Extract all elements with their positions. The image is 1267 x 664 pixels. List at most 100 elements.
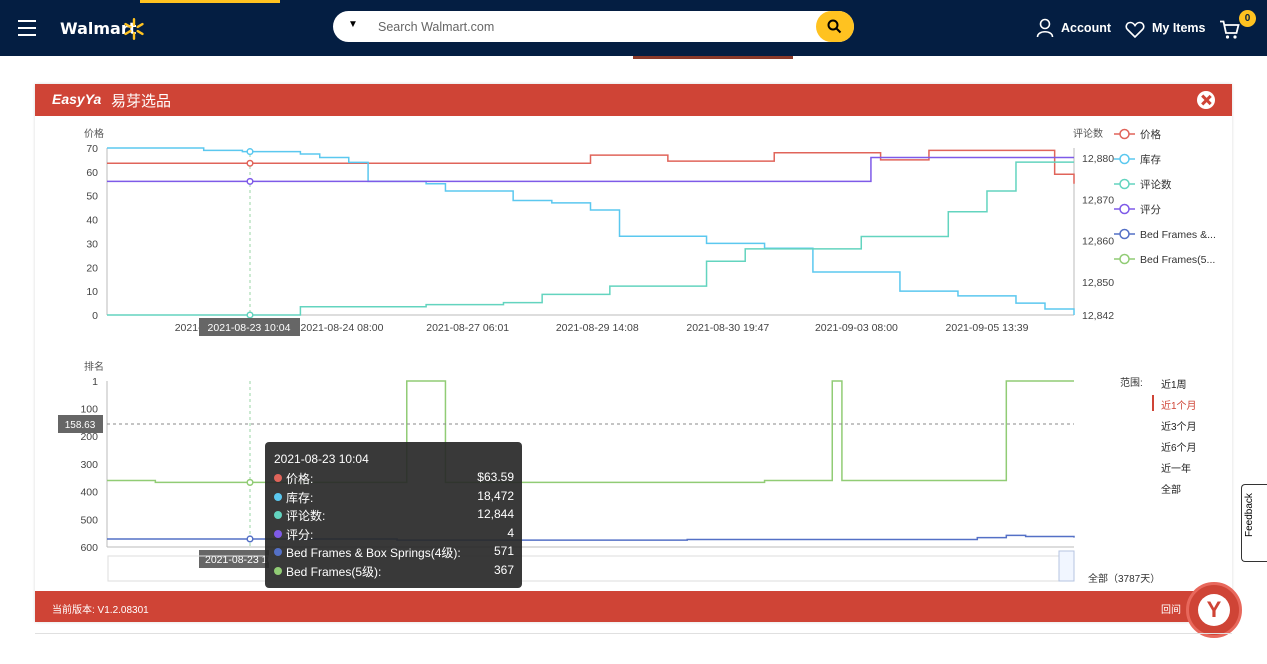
- version-text: 当前版本: V1.2.08301: [52, 605, 149, 616]
- cart-icon[interactable]: [1219, 20, 1241, 40]
- search-button[interactable]: [816, 11, 854, 42]
- rank-y-tick: 300: [80, 459, 98, 471]
- rank-chart: 排名 1 100 200 300 400 500 600 158.63 2021-08-23…: [58, 360, 1075, 582]
- range-label: 范围:: [1120, 378, 1143, 389]
- tooltip-row: 价格: $63.59: [274, 470, 514, 486]
- tooltip-series-name: Bed Frames & Box Springs(4级):: [286, 546, 461, 560]
- easyya-float-button[interactable]: Y: [1186, 582, 1242, 638]
- rank-y-tick: 500: [80, 514, 98, 526]
- rank-y-tick: 200: [80, 431, 98, 443]
- legend-marker[interactable]: [1119, 253, 1130, 265]
- easyya-logo: EasyYa: [52, 91, 102, 107]
- range-option-6-months[interactable]: 近6个月: [1161, 443, 1197, 454]
- legend-item[interactable]: 价格: [1140, 128, 1162, 141]
- rank-x-pointer-label-bg: [199, 550, 269, 568]
- x-tick-label: 2021-08-27 06:01: [426, 322, 509, 334]
- tooltip-title: 2021-08-23 10:04: [274, 452, 369, 466]
- header-accent-bar: [140, 0, 280, 3]
- tooltip-series-name: Bed Frames(5级):: [286, 564, 382, 579]
- tooltip-color-dot: [274, 474, 282, 482]
- tooltip-series-value: 4: [507, 525, 514, 540]
- x-tick-label: 2021-09-05 13:39: [946, 322, 1029, 334]
- tooltip-series-name: 评分:: [286, 527, 314, 542]
- back-to-top-link[interactable]: 回间: [1161, 605, 1181, 616]
- tooltip-color-dot: [274, 548, 282, 556]
- tooltip-series-name: 价格:: [286, 472, 314, 486]
- y-tick-left: 50: [86, 191, 98, 203]
- tooltip-row: 库存: 18,472: [274, 489, 514, 505]
- account-icon[interactable]: [1036, 18, 1054, 38]
- legend-item[interactable]: 评论数: [1140, 178, 1172, 191]
- walmart-logo[interactable]: Walmart: [60, 19, 137, 38]
- easyya-panel: EasyYa 易芽选品 当前版本: V1.2.08301 回间: [35, 84, 1232, 622]
- legend-marker[interactable]: [1119, 153, 1130, 165]
- y-tick-left: 10: [86, 286, 98, 298]
- easyya-logo-cn: 易芽选品: [111, 93, 172, 110]
- y-axis-label-left: 价格: [84, 127, 104, 140]
- data-zoom-handle[interactable]: [1058, 550, 1075, 582]
- legend-marker[interactable]: [1119, 228, 1130, 240]
- y-tick-right: 12,850: [1082, 277, 1114, 289]
- page-content-peek: [633, 56, 793, 59]
- rank-pointer-dot: [246, 535, 254, 543]
- tooltip-row: 评论数: 12,844: [274, 507, 514, 523]
- rating-line: [107, 156, 1074, 183]
- y-tick-left: 60: [86, 167, 98, 179]
- tooltip-series-value: 12,844: [477, 507, 514, 521]
- menu-icon[interactable]: [18, 20, 36, 36]
- tooltip-color-dot: [274, 511, 282, 519]
- x-tick-label: 2021-08-29 14:08: [556, 322, 639, 334]
- range-option-3-months[interactable]: 近3个月: [1161, 422, 1197, 433]
- rank-y-tick: 1: [92, 376, 98, 388]
- legend-item[interactable]: Bed Frames &...: [1140, 229, 1216, 241]
- pointer-dot: [246, 177, 254, 185]
- reviews-line: [107, 161, 1074, 316]
- tooltip-color-dot: [274, 492, 282, 501]
- price-stock-chart: 价格 评论数 0 10 20 30 40 50 60 70 12,842 12,850 12,86…: [84, 127, 1216, 336]
- rank-y-tick: 400: [80, 487, 98, 499]
- pointer-dot: [246, 148, 254, 156]
- y-pointer-label-bg: [58, 415, 103, 433]
- easyya-y-icon: Y: [1198, 594, 1230, 626]
- legend-item[interactable]: 库存: [1140, 153, 1162, 166]
- rank-pointer-dot: [246, 478, 254, 486]
- legend-marker[interactable]: [1119, 128, 1130, 140]
- close-icon[interactable]: [1197, 91, 1215, 109]
- y-tick-left: 20: [86, 262, 98, 274]
- my-items-link[interactable]: My Items: [1152, 21, 1206, 35]
- account-link[interactable]: Account: [1061, 21, 1111, 35]
- panel-header: EasyYa 易芽选品: [35, 84, 1232, 116]
- x-pointer-label-bg: [199, 318, 300, 336]
- x-tick-label: 2021-09-03 08:00: [815, 322, 898, 334]
- spark-icon: [124, 18, 144, 40]
- range-option-all[interactable]: 全部: [1161, 485, 1181, 496]
- legend-marker[interactable]: [1119, 178, 1130, 190]
- pointer-dot: [246, 159, 254, 167]
- tooltip-series-name: 评论数:: [286, 509, 326, 523]
- feedback-tab[interactable]: Feedback: [1241, 484, 1267, 562]
- legend-marker[interactable]: [1119, 203, 1130, 215]
- department-dropdown-icon[interactable]: ▼: [348, 19, 358, 30]
- heart-icon[interactable]: [1125, 21, 1145, 38]
- legend-item[interactable]: 评分: [1140, 204, 1162, 216]
- y-tick-left: 40: [86, 215, 98, 227]
- tooltip-series-name: 库存:: [286, 490, 314, 505]
- x-tick-label: 2021-08-30 19:47: [686, 322, 769, 334]
- range-option-1-month[interactable]: 近1个月: [1161, 401, 1197, 412]
- tooltip-color-dot: [274, 529, 282, 538]
- rank-y-label: 排名: [84, 360, 104, 373]
- y-tick-left: 0: [92, 310, 98, 322]
- y-tick-left: 30: [86, 238, 98, 250]
- rank-y-tick: 600: [80, 542, 98, 554]
- legend-item[interactable]: Bed Frames(5...: [1140, 254, 1215, 266]
- range-option-1-year[interactable]: 近一年: [1161, 464, 1191, 475]
- search-input[interactable]: [378, 15, 798, 38]
- panel-footer: 当前版本: V1.2.08301 回间: [35, 591, 1232, 622]
- y-tick-right: 12,880: [1082, 153, 1114, 165]
- range-option-1-week[interactable]: 近1周: [1161, 380, 1187, 391]
- price-line: [107, 149, 1075, 184]
- rank-line-bed-frames: [107, 380, 1074, 484]
- search-icon: [827, 19, 842, 34]
- x-pointer-label: 2021-08-23 10:04: [208, 322, 291, 334]
- total-days-label: 全部（3787天）: [1088, 574, 1161, 585]
